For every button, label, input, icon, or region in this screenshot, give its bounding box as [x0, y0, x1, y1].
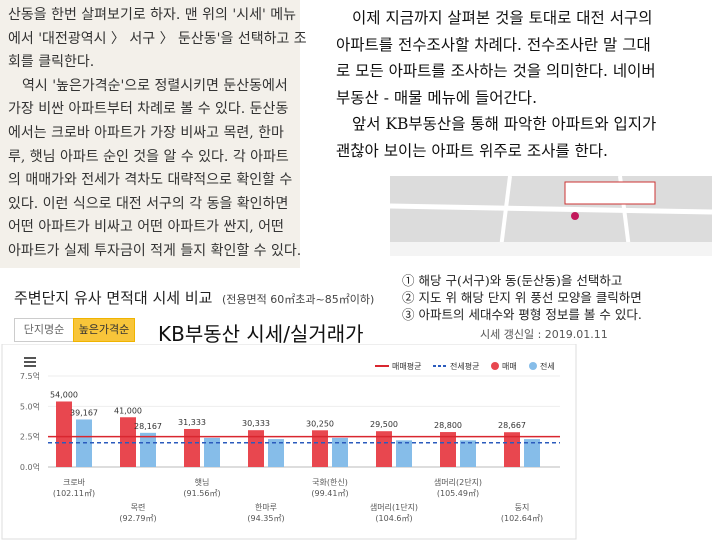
value-label: 29,500	[370, 420, 398, 429]
value-label: 30,333	[242, 419, 270, 428]
text-line: 로 모든 아파트를 조사하는 것을 의미한다. 네이버	[336, 62, 656, 80]
chart-subtitle: (전용면적 60㎡초과~85㎡이하)	[222, 293, 375, 306]
text-line: 의 매매가와 전세가 격차도 대략적으로 확인할 수	[8, 172, 293, 189]
value-label: 39,167	[70, 408, 98, 417]
value-label: 31,333	[178, 418, 206, 427]
caption-line: ③ 아파트의 세대수와 평형 정보를 볼 수 있다.	[402, 307, 642, 322]
x-tick-area: (99.41㎡)	[311, 489, 348, 498]
text-line: 에서 '대전광역시 〉 서구 〉 둔산동'을 선택하고 조	[8, 30, 307, 47]
value-label: 28,800	[434, 421, 462, 430]
bar	[204, 437, 220, 467]
caption-line: ② 지도 위 해당 단지 위 풍선 모양을 클릭하면	[402, 290, 642, 305]
x-tick-label: 햇님	[195, 477, 210, 487]
x-tick-label: 한마루	[255, 503, 277, 512]
caption-line: ① 해당 구(서구)와 동(둔산동)을 선택하고	[402, 273, 623, 288]
text-line: 아파트가 실제 투자금이 적게 들지 확인할 수 있다.	[8, 243, 302, 259]
chart: 0.0억 2.5억 5.0억 7.5억 매매평균 전세평균 매매 전세 54,000 39,167…	[1, 344, 577, 540]
menu-icon[interactable]	[24, 357, 36, 367]
bar	[396, 440, 412, 467]
legend-dot	[491, 362, 499, 370]
bar	[184, 428, 200, 467]
x-tick-label: 샘머리(2단지)	[434, 477, 482, 487]
y-tick-label: 5.0억	[20, 401, 40, 411]
left-scan	[0, 0, 300, 268]
text-line: 회를 클릭한다.	[8, 54, 95, 71]
x-tick-label: 목련	[131, 502, 146, 512]
bar	[312, 430, 328, 467]
text-line: 아파트를 전수조사할 차례다. 전수조사란 말 그대	[336, 35, 651, 54]
text-line: 이제 지금까지 살펴본 것을 토대로 대전 서구의	[352, 9, 653, 27]
bar	[460, 440, 476, 467]
map-drawing	[390, 176, 712, 256]
text-line: 루, 햇님 아파트 순인 것을 알 수 있다. 각 아파트	[8, 148, 289, 165]
text-line: 앞서 KB부동산을 통해 파악한 아파트와 입지가	[352, 115, 657, 133]
chart-title: 주변단지 유사 면적대 시세 비교	[14, 289, 213, 307]
bar	[524, 439, 540, 467]
y-tick-label: 0.0억	[20, 462, 40, 472]
value-label: 30,250	[306, 419, 334, 428]
bar	[376, 431, 392, 467]
tab[interactable]: 단지명순	[14, 318, 74, 342]
text-line: 어떤 아파트가 비싸고 어떤 아파트가 싼지, 어떤	[8, 219, 284, 236]
text-line: 괜찮아 보이는 아파트 위주로 조사를 한다.	[336, 141, 608, 160]
bar	[440, 432, 456, 467]
x-tick-area: (104.6㎡)	[375, 514, 412, 523]
value-label: 28,167	[134, 422, 162, 431]
x-tick-label: 샘머리(1단지)	[370, 502, 418, 512]
update-date: 시세 갱신일 : 2019.01.11	[480, 328, 608, 341]
bar	[268, 439, 284, 467]
legend-dot	[529, 362, 537, 370]
bar	[248, 430, 264, 467]
value-label: 41,000	[114, 406, 142, 415]
legend-label: 전세	[540, 361, 555, 371]
y-tick-label: 7.5억	[20, 371, 40, 381]
value-label: 54,000	[50, 390, 78, 399]
text-line: 있다. 이런 식으로 대전 서구의 각 동을 확인하면	[8, 195, 289, 212]
overlay-title: KB부동산 시세/실거래가	[158, 322, 364, 346]
x-tick-area: (105.49㎡)	[437, 489, 479, 498]
x-tick-area: (92.79㎡)	[119, 514, 156, 523]
x-tick-area: (94.35㎡)	[247, 514, 284, 523]
legend-label: 매매	[502, 362, 517, 371]
legend-label: 매매평균	[392, 361, 421, 371]
text-line: 에서는 크로바 아파트가 가장 비싸고 목련, 한마	[8, 125, 284, 141]
x-tick-label: 둥지	[515, 503, 530, 512]
tab-active[interactable]: 높은가격순	[73, 318, 135, 342]
x-tick-label: 국화(한신)	[312, 478, 348, 487]
text-line: 가장 비싼 아파트부터 차례로 볼 수 있다. 둔산동	[8, 101, 289, 118]
bar	[56, 401, 72, 467]
text-line: 부동산 - 매물 메뉴에 들어간다.	[336, 88, 537, 107]
map-image	[390, 176, 712, 256]
value-label: 28,667	[498, 421, 526, 430]
x-tick-area: (102.64㎡)	[501, 514, 543, 523]
y-tick-label: 2.5억	[20, 432, 40, 442]
x-tick-label: 크로바	[63, 477, 86, 487]
text-line: 산동을 한번 살펴보기로 하자. 맨 위의 '시세' 메뉴	[8, 7, 297, 23]
x-tick-area: (102.11㎡)	[53, 489, 95, 498]
bar	[140, 432, 156, 467]
text-line: 역시 '높은가격순'으로 정렬시키면 둔산동에서	[22, 77, 288, 94]
bar	[504, 432, 520, 467]
legend-label: 전세평균	[450, 361, 479, 371]
bar	[332, 437, 348, 467]
x-tick-area: (91.56㎡)	[183, 489, 220, 498]
